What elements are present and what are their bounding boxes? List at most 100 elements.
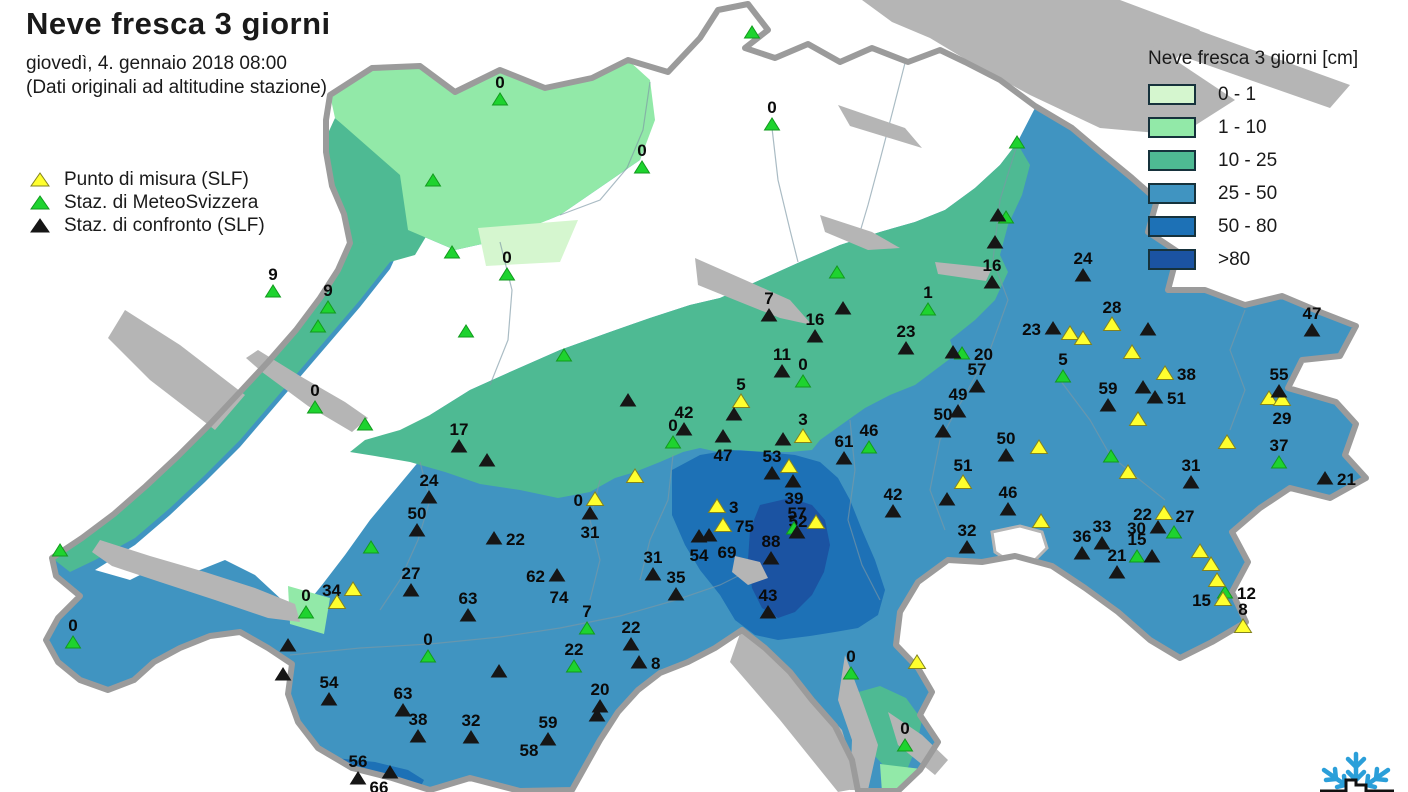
station-value-label: 63 xyxy=(394,684,413,703)
station-value-label: 51 xyxy=(1167,389,1186,408)
station-value-label: 11 xyxy=(773,345,791,364)
station-marker-slf xyxy=(806,514,826,529)
station-marker-compare xyxy=(944,345,962,359)
station-marker-meteoswiss xyxy=(633,160,651,174)
station-marker-meteoswiss xyxy=(555,348,573,362)
station-value-label: 0 xyxy=(502,248,511,267)
station-marker-compare xyxy=(1143,549,1161,563)
color-swatch xyxy=(1148,249,1196,270)
lake-thun-brienz xyxy=(695,258,812,325)
station-marker-compare xyxy=(759,605,777,619)
station-value-label: 88 xyxy=(762,532,781,551)
station-value-label: 23 xyxy=(897,322,916,341)
station-marker-meteoswiss xyxy=(457,324,475,338)
station-marker-meteoswiss xyxy=(319,300,337,314)
station-marker-compare xyxy=(997,448,1015,462)
station-marker-meteoswiss xyxy=(578,621,596,635)
lake-neuchatel xyxy=(246,350,368,432)
station-value-label: 75 xyxy=(735,517,754,536)
station-value-label: 66 xyxy=(370,778,389,792)
station-value-label: 55 xyxy=(1270,365,1289,384)
station-marker-slf xyxy=(1272,391,1292,406)
station-marker-compare xyxy=(667,587,685,601)
station-value-label: 53 xyxy=(763,447,782,466)
station-marker-compare xyxy=(462,730,480,744)
station-marker-compare xyxy=(409,729,427,743)
station-marker-slf xyxy=(793,428,813,443)
foreign-rhine-stripe xyxy=(1150,20,1350,108)
station-value-label: 7 xyxy=(582,602,591,621)
station-value-label: 50 xyxy=(997,429,1016,448)
station-marker-meteoswiss xyxy=(306,400,324,414)
page-title: Neve fresca 3 giorni xyxy=(26,6,331,41)
station-value-label: 62 xyxy=(526,567,545,586)
station-marker-meteoswiss xyxy=(424,173,442,187)
station-marker-compare xyxy=(834,301,852,315)
station-value-label: 0 xyxy=(423,630,432,649)
country-border xyxy=(43,1,1369,792)
color-swatch xyxy=(1148,117,1196,138)
station-marker-compare xyxy=(986,235,1004,249)
station-marker-slf xyxy=(1233,618,1253,633)
station-value-label: 8 xyxy=(651,654,660,673)
station-value-label: 7 xyxy=(764,289,773,308)
foreign-south-stripe xyxy=(730,628,860,792)
station-marker-compare xyxy=(1073,546,1091,560)
station-marker-compare xyxy=(806,329,824,343)
color-legend-row: 1 - 10 xyxy=(1148,111,1358,144)
station-marker-compare xyxy=(989,208,1007,222)
compare-station-icon xyxy=(30,218,50,233)
color-swatch xyxy=(1148,150,1196,171)
station-marker-compare xyxy=(675,422,693,436)
station-value-label: 0 xyxy=(900,719,909,738)
marker-legend-row: Punto di misura (SLF) xyxy=(30,168,265,191)
station-marker-compare xyxy=(349,771,367,785)
color-legend-row: 25 - 50 xyxy=(1148,177,1358,210)
mountain-profile xyxy=(1320,778,1394,792)
color-legend: Neve fresca 3 giorni [cm] 0 - 1 1 - 10 10 … xyxy=(1148,48,1358,276)
station-value-label: 16 xyxy=(983,256,1002,275)
station-value-label: 30 xyxy=(1127,519,1146,538)
station-marker-compare xyxy=(1182,475,1200,489)
station-marker-compare xyxy=(968,379,986,393)
station-marker-compare xyxy=(1270,384,1288,398)
station-value-label: 22 xyxy=(506,530,525,549)
color-range-label: 1 - 10 xyxy=(1218,116,1267,138)
station-value-label: 15 xyxy=(1192,591,1211,610)
station-marker-compare xyxy=(539,732,557,746)
station-marker-slf xyxy=(1031,513,1051,528)
note-line: (Dati originali ad altitudine stazione) xyxy=(26,77,327,98)
station-marker-compare xyxy=(983,275,1001,289)
station-marker-meteoswiss xyxy=(828,265,846,279)
station-marker-compare xyxy=(485,531,503,545)
station-marker-meteoswiss xyxy=(1165,525,1183,539)
station-marker-meteoswiss xyxy=(743,25,761,39)
station-marker-slf xyxy=(907,654,927,669)
station-marker-compare xyxy=(591,699,609,713)
station-marker-meteoswiss xyxy=(419,649,437,663)
station-value-label: 47 xyxy=(1303,304,1322,323)
slf-snowflake-logo xyxy=(1320,751,1394,792)
station-marker-slf xyxy=(1217,434,1237,449)
station-marker-compare xyxy=(1108,565,1126,579)
lake-walen xyxy=(935,262,992,281)
station-marker-compare xyxy=(784,474,802,488)
station-value-label: 0 xyxy=(495,73,504,92)
station-value-label: 21 xyxy=(1337,470,1356,489)
color-range-label: >80 xyxy=(1218,248,1251,270)
marker-legend-label: Staz. di MeteoSvizzera xyxy=(64,191,259,213)
station-marker-slf xyxy=(1122,344,1142,359)
station-marker-meteoswiss xyxy=(491,92,509,106)
station-marker-compare xyxy=(1074,268,1092,282)
station-value-label: 1 xyxy=(923,283,932,302)
foreign-jura-west xyxy=(108,310,245,430)
station-marker-meteoswiss xyxy=(1008,135,1026,149)
station-marker-compare xyxy=(320,692,338,706)
station-value-label: 50 xyxy=(934,405,953,424)
station-value-label: 46 xyxy=(999,483,1018,502)
station-marker-slf xyxy=(707,498,727,513)
station-value-label: 29 xyxy=(1273,409,1292,428)
station-marker-meteoswiss xyxy=(356,417,374,431)
station-marker-meteoswiss xyxy=(64,635,82,649)
station-marker-compare xyxy=(622,637,640,651)
